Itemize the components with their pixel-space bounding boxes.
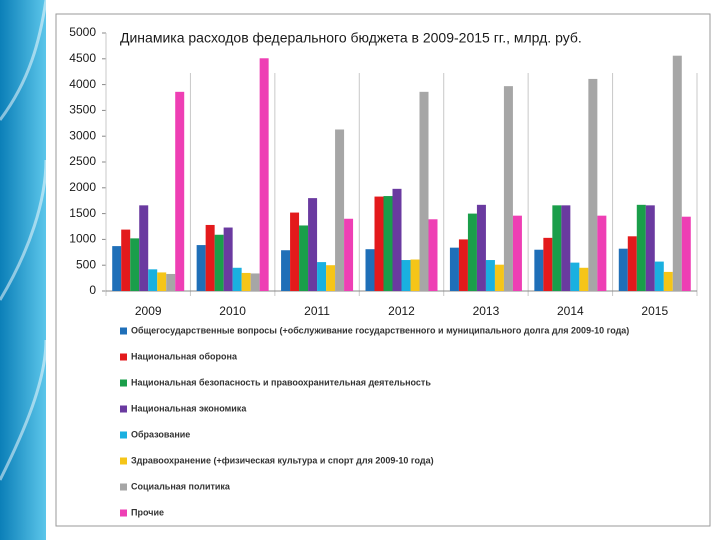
bar — [672, 55, 682, 292]
bar — [467, 213, 477, 291]
bar — [503, 86, 513, 291]
legend-swatch — [120, 379, 127, 387]
bar — [383, 196, 393, 291]
legend-label: Национальная безопасность и правоохранит… — [131, 377, 431, 387]
bar — [476, 204, 486, 291]
chart-title: Динамика расходов федерального бюджета в… — [120, 30, 582, 46]
bar — [326, 265, 336, 291]
bar — [636, 204, 646, 291]
legend-swatch — [120, 509, 127, 517]
bar — [112, 246, 122, 291]
bar — [419, 91, 429, 291]
bar — [663, 271, 673, 291]
bar — [645, 205, 655, 291]
bar — [299, 225, 309, 291]
bar — [223, 227, 233, 291]
bar — [250, 273, 260, 291]
y-tick-label: 1500 — [69, 206, 96, 220]
bar — [344, 218, 354, 291]
y-tick-label: 500 — [76, 257, 96, 271]
bar — [618, 248, 628, 291]
y-tick-label: 2500 — [69, 154, 96, 168]
bar — [534, 249, 544, 291]
y-tick-label: 0 — [89, 283, 96, 297]
legend-label: Образование — [131, 429, 190, 439]
bar — [317, 262, 327, 291]
legend-swatch — [120, 327, 127, 335]
y-tick-label: 3000 — [69, 128, 96, 142]
y-tick-label: 4000 — [69, 77, 96, 91]
legend-swatch — [120, 405, 127, 413]
bar — [512, 215, 522, 291]
bar — [139, 205, 149, 291]
bar — [401, 260, 411, 291]
bar — [485, 260, 495, 291]
x-tick-label: 2015 — [641, 304, 668, 318]
x-tick-label: 2014 — [557, 304, 584, 318]
bar — [232, 267, 242, 291]
bar — [148, 269, 158, 291]
bar — [308, 198, 318, 291]
x-tick-label: 2013 — [473, 304, 500, 318]
y-tick-label: 3500 — [69, 103, 96, 117]
bar — [561, 205, 571, 291]
bar — [290, 212, 300, 291]
bar — [681, 216, 691, 291]
legend-swatch — [120, 483, 127, 491]
bar — [494, 264, 504, 291]
bar — [157, 272, 167, 291]
bar — [121, 229, 131, 291]
legend-label: Здравоохранение (+физическая культура и … — [131, 455, 434, 465]
bar — [627, 236, 637, 291]
bar — [205, 224, 215, 291]
bar — [449, 247, 459, 291]
bar — [552, 205, 562, 291]
bar — [654, 261, 664, 291]
y-tick-label: 2000 — [69, 180, 96, 194]
bar — [374, 196, 384, 291]
bar — [175, 91, 185, 291]
y-tick-label: 4500 — [69, 51, 96, 65]
bar — [570, 262, 580, 291]
bar — [259, 58, 269, 292]
bar — [196, 245, 206, 291]
x-tick-label: 2012 — [388, 304, 415, 318]
legend-swatch — [120, 457, 127, 465]
bar — [166, 273, 176, 291]
bar — [543, 237, 553, 291]
bar — [335, 129, 345, 291]
bar — [428, 219, 438, 291]
side-band — [0, 0, 46, 540]
bar — [410, 259, 420, 291]
legend-label: Социальная политика — [131, 481, 231, 491]
x-tick-label: 2011 — [304, 304, 330, 318]
x-tick-label: 2010 — [219, 304, 246, 318]
bar — [130, 238, 140, 291]
bar — [241, 272, 251, 291]
legend-swatch — [120, 431, 127, 439]
side-decoration — [0, 0, 48, 481]
legend-label: Прочие — [131, 507, 164, 517]
legend-label: Общегосударственные вопросы (+обслуживан… — [131, 325, 629, 335]
bar — [392, 188, 402, 291]
y-tick-label: 1000 — [69, 232, 96, 246]
legend-label: Национальная экономика — [131, 403, 247, 413]
bar — [365, 249, 375, 291]
x-tick-label: 2009 — [135, 304, 162, 318]
y-tick-label: 5000 — [69, 25, 96, 39]
legend-label: Национальная оборона — [131, 351, 238, 361]
bar — [579, 267, 589, 291]
bar — [588, 78, 598, 291]
bar — [597, 215, 607, 291]
legend-swatch — [120, 353, 127, 361]
bar — [214, 234, 224, 291]
bar — [281, 250, 291, 291]
bar — [458, 239, 468, 291]
